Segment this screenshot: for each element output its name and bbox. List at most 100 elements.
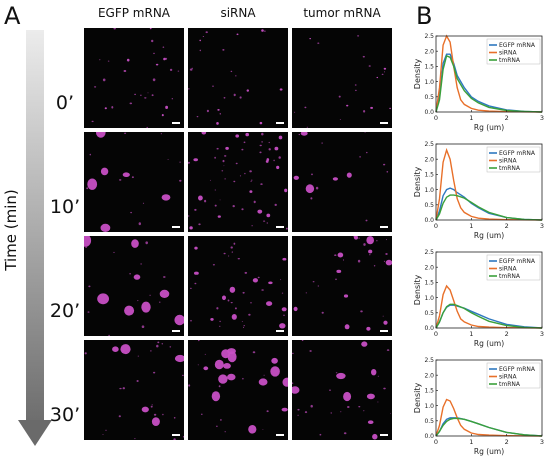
particle (214, 189, 216, 191)
particle (319, 433, 322, 436)
particle (134, 438, 136, 440)
particle (183, 356, 184, 358)
series-line-tmrna (435, 417, 543, 437)
particle (270, 366, 280, 377)
particle (249, 170, 252, 173)
y-tick-label: 1.0 (424, 295, 434, 302)
particle (377, 401, 379, 403)
particle (134, 93, 136, 96)
particle (364, 132, 366, 133)
particle (330, 412, 332, 414)
scale-bar (380, 434, 388, 436)
particle (214, 156, 216, 159)
x-tick-label: 0 (434, 114, 438, 122)
y-tick-label: 0.5 (424, 94, 434, 101)
particle (315, 186, 319, 190)
plot-frame (435, 35, 543, 113)
particle (216, 425, 218, 427)
particle (144, 97, 147, 99)
particle (84, 236, 92, 247)
density-chart-3: 0.0 0.5 1.0 1.5 2.0 2.5 0 1 2 3 Rg (um) Density EGFP… (413, 357, 544, 456)
x-axis-label: Rg (um) (474, 447, 504, 456)
time-label-0: 0’ (55, 92, 75, 114)
y-tick-label: 0.0 (424, 325, 434, 332)
particle (244, 271, 248, 274)
particle (131, 176, 134, 179)
micrograph-r0-c0 (84, 28, 184, 128)
particle (257, 209, 263, 214)
particle (87, 311, 90, 313)
particle (163, 57, 166, 61)
particle (216, 147, 219, 150)
particle (278, 135, 283, 140)
particle (85, 246, 87, 248)
particle (363, 410, 365, 412)
particle (199, 49, 201, 52)
particle (193, 158, 198, 162)
particle (305, 184, 315, 194)
micrograph-r3-c1 (188, 340, 288, 440)
y-axis-label: Density (413, 167, 422, 198)
x-tick-label: 1 (469, 330, 473, 338)
particle (274, 146, 279, 151)
particle (189, 68, 193, 71)
particle (297, 414, 299, 416)
legend-label: EGFP mRNA (499, 150, 536, 157)
particle (212, 264, 215, 266)
particle (251, 225, 253, 227)
particle (297, 408, 300, 411)
y-tick-label: 0.0 (424, 109, 434, 116)
particle (261, 29, 264, 32)
particle (102, 434, 104, 435)
particle (145, 241, 148, 245)
particle (332, 177, 338, 181)
particle (358, 237, 360, 239)
particle (149, 28, 152, 30)
particle (389, 107, 391, 110)
particle (252, 278, 258, 283)
particle (86, 187, 89, 190)
particle (249, 190, 253, 193)
particle (343, 294, 349, 298)
particle (243, 325, 245, 327)
particle (293, 306, 298, 312)
y-tick-label: 1.5 (424, 280, 434, 287)
particle (263, 220, 266, 222)
particle (280, 279, 282, 281)
particle (281, 307, 287, 312)
particle (281, 407, 288, 412)
particle (344, 324, 350, 330)
time-label-30: 30’ (49, 404, 81, 426)
particle (343, 259, 344, 261)
particle (124, 132, 127, 134)
particle (335, 372, 338, 374)
micrograph-r2-c1 (188, 236, 288, 336)
particle (266, 213, 271, 218)
particle (248, 425, 257, 434)
particle (196, 116, 199, 118)
particle (188, 215, 190, 217)
particle (218, 374, 228, 384)
particle (235, 134, 239, 138)
particle (153, 413, 157, 416)
legend-label: tmRNA (499, 165, 521, 172)
series-line-tmrna (435, 194, 543, 221)
particle (284, 188, 288, 193)
particle (317, 285, 319, 287)
particle (266, 158, 270, 162)
particle (376, 76, 379, 79)
y-axis-label: Density (413, 383, 422, 414)
particle (311, 173, 313, 176)
particle (222, 295, 226, 301)
particle (197, 364, 199, 366)
particle (355, 89, 357, 92)
particle (122, 349, 125, 352)
x-tick-label: 2 (505, 438, 509, 446)
particle (362, 55, 365, 58)
y-tick-label: 2.0 (424, 48, 434, 55)
particle (174, 354, 184, 363)
particle (343, 391, 352, 402)
particle (151, 94, 154, 97)
particle (179, 161, 181, 163)
particle (234, 307, 237, 310)
